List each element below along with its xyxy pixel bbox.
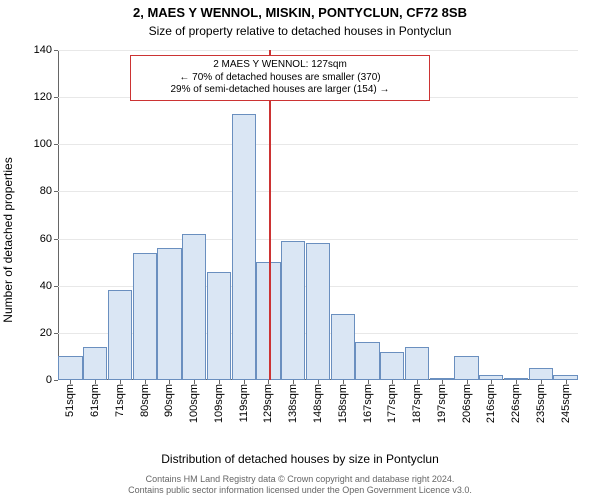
histogram-bar [454,356,478,380]
annotation-line1: 2 MAES Y WENNOL: 127sqm [137,59,423,72]
x-axis-label: Distribution of detached houses by size … [0,452,600,466]
annotation-box: 2 MAES Y WENNOL: 127sqm ← 70% of detache… [130,55,430,101]
xtick-label: 148sqm [312,384,324,423]
histogram-bar [281,241,305,380]
histogram-bar [355,342,379,380]
xtick-label: 216sqm [485,384,497,423]
histogram-bar [83,347,107,380]
ytick-label: 60 [40,233,52,245]
histogram-bar [207,272,231,380]
xtick-label: 109sqm [213,384,225,423]
histogram-bar [405,347,429,380]
xtick-label: 119sqm [238,384,250,422]
histogram-bar [133,253,157,380]
xtick-label: 187sqm [411,384,423,423]
y-axis-line [58,50,59,380]
xtick-label: 71sqm [114,384,126,417]
ytick-label: 40 [40,280,52,292]
xtick-label: 90sqm [163,384,175,417]
ytick-label: 20 [40,327,52,339]
xtick-label: 235sqm [535,384,547,423]
xtick-label: 100sqm [188,384,200,423]
histogram-bar [306,243,330,380]
xtick-label: 158sqm [337,384,349,423]
ytick-mark [54,50,58,51]
xtick-label: 138sqm [287,384,299,423]
footer-attribution: Contains HM Land Registry data © Crown c… [0,474,600,496]
ytick-label: 80 [40,185,52,197]
ytick-label: 120 [34,91,52,103]
gridline-h [58,239,578,240]
histogram-bar [380,352,404,380]
chart-title-line2: Size of property relative to detached ho… [0,24,600,38]
ytick-mark [54,380,58,381]
ytick-mark [54,97,58,98]
y-axis-label: Number of detached properties [1,157,15,322]
gridline-h [58,50,578,51]
histogram-bar [331,314,355,380]
xtick-label: 129sqm [262,384,274,423]
histogram-bar [157,248,181,380]
ytick-mark [54,239,58,240]
histogram-bar [529,368,553,380]
annotation-line2: ← 70% of detached houses are smaller (37… [137,72,423,85]
histogram-bar [58,356,82,380]
xtick-label: 167sqm [362,384,374,423]
xtick-label: 206sqm [461,384,473,423]
ytick-label: 0 [46,374,52,386]
annotation-line3: 29% of semi-detached houses are larger (… [137,84,423,97]
ytick-label: 140 [34,44,52,56]
histogram-bar [108,290,132,380]
xtick-label: 226sqm [510,384,522,423]
ytick-label: 100 [34,138,52,150]
gridline-h [58,191,578,192]
ytick-mark [54,191,58,192]
xtick-label: 245sqm [560,384,572,423]
footer-line1: Contains HM Land Registry data © Crown c… [0,474,600,485]
chart-title-line1: 2, MAES Y WENNOL, MISKIN, PONTYCLUN, CF7… [0,5,600,20]
xtick-label: 197sqm [436,384,448,423]
ytick-mark [54,286,58,287]
gridline-h [58,144,578,145]
ytick-mark [54,144,58,145]
ytick-mark [54,333,58,334]
xtick-label: 80sqm [139,384,151,417]
xtick-label: 61sqm [89,384,101,417]
xtick-label: 177sqm [386,384,398,423]
xtick-label: 51sqm [64,384,76,417]
footer-line2: Contains public sector information licen… [0,485,600,496]
histogram-bar [182,234,206,380]
histogram-bar [232,114,256,380]
